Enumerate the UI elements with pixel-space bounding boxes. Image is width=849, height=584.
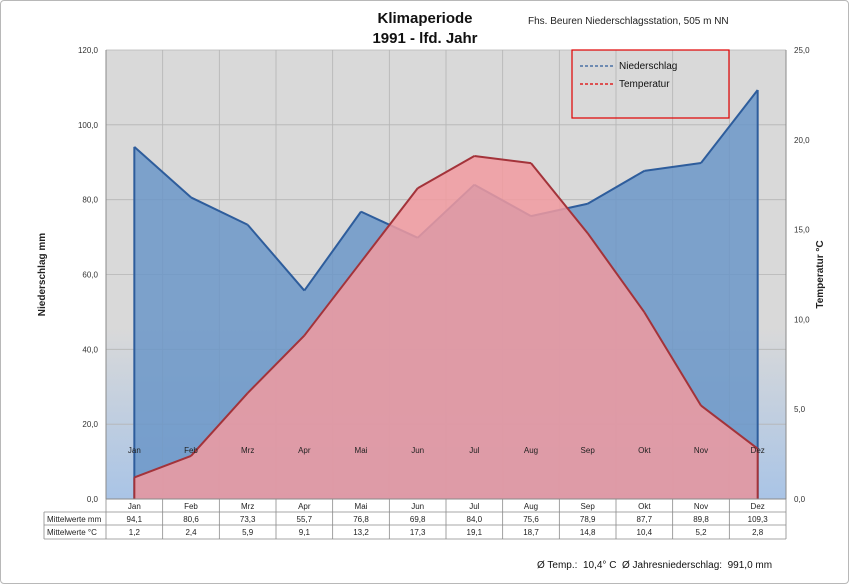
table-cell: 84,0 <box>467 515 483 524</box>
area-temperatur <box>134 155 758 500</box>
line-segment-temperatur <box>190 392 249 457</box>
table-cell: 75,6 <box>523 515 539 524</box>
table-header-cell: Apr <box>298 502 311 511</box>
line-segment-temperatur <box>303 261 362 337</box>
table-cell: 109,3 <box>748 515 769 524</box>
x-tick-label: Feb <box>184 446 198 455</box>
table-cell: 2,8 <box>752 528 764 537</box>
table-header-cell: Feb <box>184 502 198 511</box>
y-axis-label-right: Temperatur °C <box>815 240 826 308</box>
legend-entry-niederschlag: Niederschlag <box>619 61 677 72</box>
line-segment-temperatur <box>700 404 759 450</box>
table-row-label: Mittelwerte °C <box>47 528 97 537</box>
legend: Niederschlag Temperatur <box>571 49 730 119</box>
table-cell: 14,8 <box>580 528 596 537</box>
x-tick-label: Jul <box>469 446 479 455</box>
line-segment-temperatur <box>643 311 702 407</box>
y-tick-right: 10,0 <box>794 315 810 324</box>
table-row-label: Mittelwerte mm <box>47 515 102 524</box>
x-tick-label: Sep <box>581 446 596 455</box>
line-segment-temperatur <box>246 334 306 394</box>
y-tick-left: 0,0 <box>87 495 99 504</box>
y-tick-left: 60,0 <box>82 271 98 280</box>
y-tick-left: 40,0 <box>82 345 98 354</box>
line-segment-niederschlag <box>133 146 192 199</box>
table-cell: 80,6 <box>183 515 199 524</box>
x-tick-label: Jun <box>411 446 424 455</box>
table-cell: 89,8 <box>693 515 709 524</box>
line-segment-temperatur <box>417 155 475 190</box>
avg-temp-value: 10,4° C <box>582 560 617 571</box>
table-cell: 78,9 <box>580 515 596 524</box>
y-tick-right: 20,0 <box>794 136 810 145</box>
table-header-cell: Jul <box>469 502 479 511</box>
station-label: Fhs. Beuren Niederschlagsstation, 505 m … <box>528 16 729 27</box>
table-cell: 17,3 <box>410 528 426 537</box>
table-cell: 73,3 <box>240 515 256 524</box>
line-segment-niederschlag <box>644 162 702 172</box>
y-tick-right: 5,0 <box>794 405 806 414</box>
line-segment-temperatur <box>586 232 646 313</box>
table-header-cell: Mai <box>355 502 368 511</box>
y-tick-left: 100,0 <box>78 121 99 130</box>
x-tick-label: Okt <box>638 446 651 455</box>
table-cell: 55,7 <box>297 515 313 524</box>
annual-precip-value: 991,0 mm <box>727 560 773 571</box>
table-header-cell: Okt <box>638 502 651 511</box>
line-segment-niederschlag <box>700 89 759 164</box>
y-tick-right: 25,0 <box>794 46 810 55</box>
x-tick-label: Jan <box>128 446 141 455</box>
table-header-cell: Sep <box>581 502 596 511</box>
x-tick-label: Mrz <box>241 446 254 455</box>
chart-title-line1: Klimaperiode <box>377 10 473 27</box>
table-cell: 76,8 <box>353 515 369 524</box>
chart-title-line2: 1991 - lfd. Jahr <box>372 30 478 47</box>
table-cell: 5,9 <box>242 528 254 537</box>
table-header-cell: Jun <box>411 502 424 511</box>
y-tick-left: 80,0 <box>82 196 98 205</box>
table-header-cell: Mrz <box>241 502 254 511</box>
table-cell: 10,4 <box>637 528 653 537</box>
table-cell: 18,7 <box>523 528 539 537</box>
y-tick-left: 120,0 <box>78 46 99 55</box>
y-tick-right: 15,0 <box>794 226 810 235</box>
table-header-cell: Dez <box>751 502 765 511</box>
table-cell: 2,4 <box>185 528 197 537</box>
line-segment-niederschlag <box>587 169 645 205</box>
table-cell: 87,7 <box>637 515 653 524</box>
x-tick-label: Dez <box>751 446 765 455</box>
x-tick-label: Mai <box>355 446 368 455</box>
annual-precip-label: Ø Jahresniederschlag: <box>621 560 723 571</box>
line-segment-niederschlag <box>246 224 306 292</box>
x-tick-label: Nov <box>694 446 708 455</box>
table-cell: 1,2 <box>129 528 141 537</box>
y-tick-left: 20,0 <box>82 420 98 429</box>
x-tick-label: Aug <box>524 446 538 455</box>
x-tick-label: Apr <box>298 446 311 455</box>
table-cell: 19,1 <box>467 528 483 537</box>
table-cell: 69,8 <box>410 515 426 524</box>
table-cell: 94,1 <box>127 515 143 524</box>
table-cell: 13,2 <box>353 528 369 537</box>
line-segment-niederschlag <box>190 196 249 226</box>
table-header-cell: Nov <box>694 502 708 511</box>
line-segment-temperatur <box>360 187 419 263</box>
table-cell: 9,1 <box>299 528 311 537</box>
line-segment-temperatur <box>133 454 192 479</box>
y-axis-label-left: Niederschlag mm <box>37 233 48 316</box>
table-header-cell: Aug <box>524 502 538 511</box>
table-header-cell: Jan <box>128 502 141 511</box>
line-segment-niederschlag <box>303 211 362 292</box>
avg-temp-label: Ø Temp.: <box>537 560 578 571</box>
line-segment-temperatur <box>530 162 589 234</box>
y-tick-right: 0,0 <box>794 495 806 504</box>
annual-stats: Ø Temp.: 10,4° C Ø Jahresniederschlag: 9… <box>537 560 772 571</box>
legend-entry-temperatur: Temperatur <box>619 79 670 90</box>
line-segment-temperatur <box>474 154 532 165</box>
table-cell: 5,2 <box>695 528 707 537</box>
